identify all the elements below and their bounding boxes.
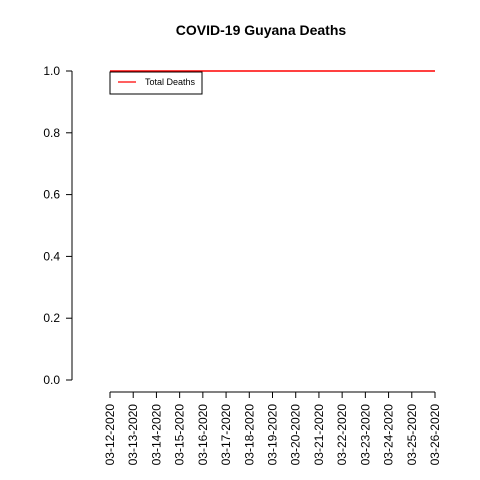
y-tick-label: 0.6 [43, 188, 60, 202]
y-tick-label: 1.0 [43, 64, 60, 78]
x-tick-label: 03-18-2020 [242, 404, 256, 466]
x-tick-label: 03-21-2020 [312, 404, 326, 466]
y-tick-label: 0.0 [43, 373, 60, 387]
x-tick-label: 03-24-2020 [382, 404, 396, 466]
y-tick-label: 0.8 [43, 126, 60, 140]
chart-title: COVID-19 Guyana Deaths [176, 22, 347, 38]
y-axis: 0.0 0.2 0.4 0.6 0.8 1.0 [43, 64, 73, 387]
y-tick-label: 0.2 [43, 311, 60, 325]
x-axis: 03-12-2020 03-13-2020 03-14-2020 03-15-2020… [103, 391, 442, 466]
x-tick-label: 03-26-2020 [428, 404, 442, 466]
x-tick-label: 03-19-2020 [266, 404, 280, 466]
x-tick-label: 03-14-2020 [149, 404, 163, 466]
x-tick-label: 03-20-2020 [289, 404, 303, 466]
x-tick-label: 03-12-2020 [103, 404, 117, 466]
x-tick-label: 03-25-2020 [405, 404, 419, 466]
x-tick-label: 03-13-2020 [126, 404, 140, 466]
y-tick-label: 0.4 [43, 249, 60, 263]
x-tick-label: 03-17-2020 [219, 404, 233, 466]
legend: Total Deaths [109, 71, 203, 95]
x-tick-label: 03-15-2020 [173, 404, 187, 466]
x-tick-label: 03-16-2020 [196, 404, 210, 466]
legend-box [109, 71, 203, 95]
x-tick-label: 03-23-2020 [358, 404, 372, 466]
legend-label: Total Deaths [145, 77, 196, 87]
x-tick-label: 03-22-2020 [335, 404, 349, 466]
